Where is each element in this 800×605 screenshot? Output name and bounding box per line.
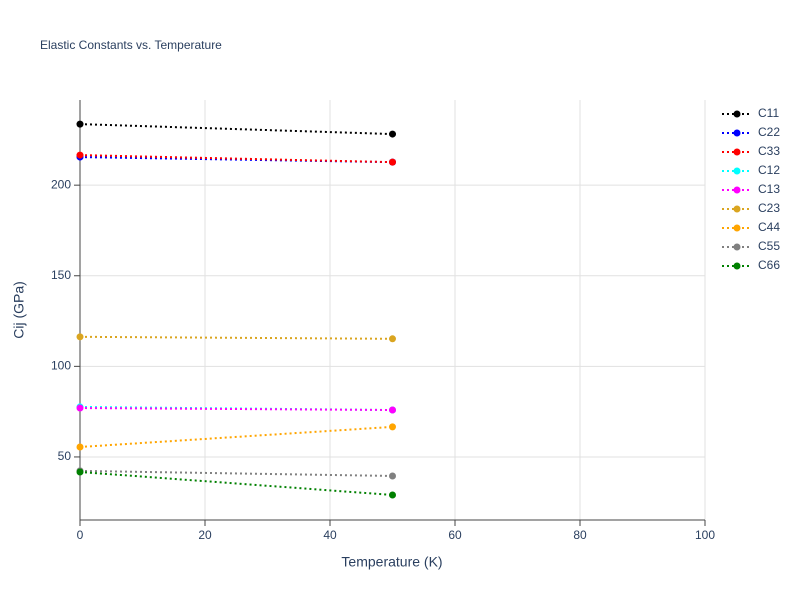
x-tick-label: 100 (695, 528, 715, 542)
legend-marker (733, 186, 741, 194)
y-tick-label: 200 (51, 177, 71, 191)
data-point (76, 151, 84, 159)
x-tick-label: 20 (198, 528, 212, 542)
data-point (389, 130, 396, 138)
legend-label: C22 (758, 125, 780, 139)
data-point (389, 423, 396, 431)
legend-label: C66 (758, 258, 780, 272)
y-tick-label: 50 (58, 449, 72, 463)
legend-label: C13 (758, 182, 780, 196)
data-point (389, 491, 396, 499)
x-tick-label: 60 (448, 528, 462, 542)
data-point (76, 443, 84, 451)
data-point (389, 158, 396, 166)
legend-marker (733, 243, 741, 251)
legend-marker (733, 224, 741, 232)
legend-label: C11 (758, 106, 779, 120)
legend-label: C55 (758, 239, 780, 253)
y-tick-label: 100 (51, 359, 71, 373)
chart-title: Elastic Constants vs. Temperature (40, 38, 222, 52)
data-point (389, 335, 396, 343)
data-point (76, 404, 84, 412)
series-line (79, 469, 393, 477)
legend-label: C12 (758, 163, 780, 177)
data-point (389, 472, 396, 480)
data-point (76, 120, 84, 128)
series-line (79, 154, 393, 164)
data-point (389, 406, 396, 414)
legend-marker (733, 205, 741, 213)
data-point (76, 468, 84, 476)
series-line (79, 335, 393, 340)
legend-marker (733, 129, 741, 137)
series-line (79, 425, 393, 448)
x-tick-label: 80 (573, 528, 587, 542)
legend-marker (733, 167, 741, 175)
legend-marker (733, 262, 741, 270)
legend-label: C44 (758, 220, 780, 234)
legend-marker (733, 148, 741, 156)
y-axis-label: Cij (GPa) (11, 281, 27, 339)
legend-label: C33 (758, 144, 780, 158)
data-point (76, 333, 84, 341)
x-tick-label: 40 (323, 528, 337, 542)
y-tick-label: 150 (51, 268, 71, 282)
legend-label: C23 (758, 201, 780, 215)
series-line (79, 470, 393, 496)
legend-marker (733, 110, 741, 118)
x-axis-label: Temperature (K) (341, 554, 442, 570)
series-line (79, 123, 393, 136)
series-line (79, 407, 393, 412)
x-tick-label: 0 (77, 528, 84, 542)
